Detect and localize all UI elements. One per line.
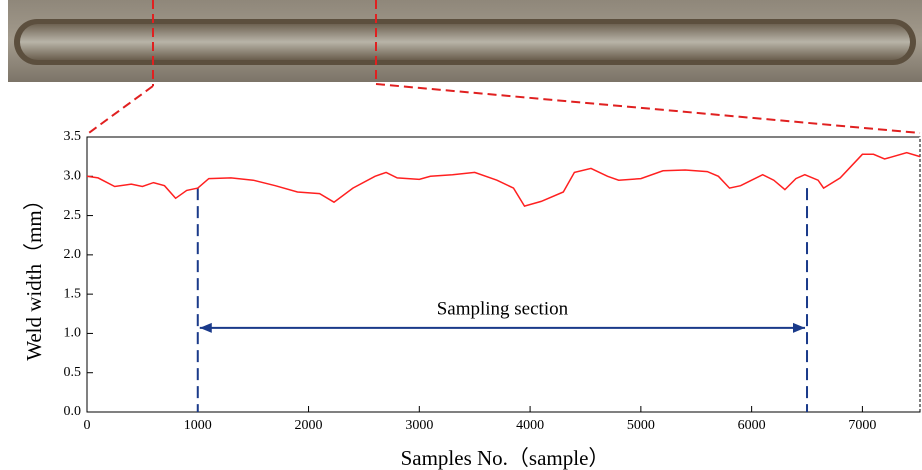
x-tick-label: 2000 [295,418,323,433]
y-axis-label: Weld width（mm） [22,189,46,361]
x-tick-label: 0 [84,418,91,433]
y-tick-label: 1.0 [64,326,82,341]
x-tick-label: 5000 [627,418,655,433]
y-tick-label: 0.0 [64,404,82,419]
x-tick-label: 3000 [405,418,433,433]
y-tick-label: 2.0 [64,247,82,262]
y-tick-label: 3.0 [64,169,82,184]
x-tick-label: 7000 [848,418,876,433]
data-line [86,151,921,207]
x-tick-label: 6000 [738,418,766,433]
y-tick-label: 3.5 [64,129,82,144]
x-axis-label: Samples No.（sample） [401,446,610,470]
weld-photo [8,0,922,136]
annotation: Sampling section [437,298,569,319]
y-tick-label: 1.5 [64,286,82,301]
x-tick-label: 4000 [516,418,544,433]
y-tick-label: 2.5 [64,208,82,223]
arrow-head [793,322,806,333]
plot-frame [86,136,921,413]
x-tick-label: 1000 [184,418,212,433]
arrow-head [199,322,212,333]
y-tick-label: 0.5 [64,365,82,380]
